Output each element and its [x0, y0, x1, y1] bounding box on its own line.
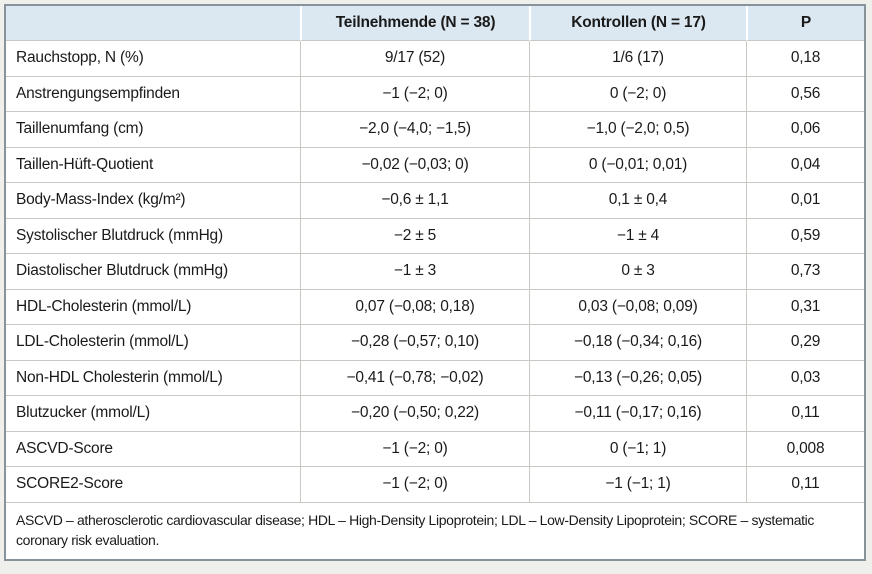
kontrollen-value: −0,18 (−0,34; 0,16)	[529, 325, 746, 361]
kontrollen-value: −1,0 (−2,0; 0,5)	[529, 112, 746, 148]
p-value: 0,04	[746, 147, 864, 183]
table-row: Anstrengungsempfinden −1 (−2; 0) 0 (−2; …	[6, 76, 864, 112]
p-value: 0,29	[746, 325, 864, 361]
kontrollen-value: 0 (−0,01; 0,01)	[529, 147, 746, 183]
table-row: Systolischer Blutdruck (mmHg) −2 ± 5 −1 …	[6, 218, 864, 254]
teilnehmende-value: −1 (−2; 0)	[300, 467, 529, 503]
p-value: 0,11	[746, 396, 864, 432]
row-label: Systolischer Blutdruck (mmHg)	[6, 218, 300, 254]
row-label: SCORE2-Score	[6, 467, 300, 503]
kontrollen-value: 0 ± 3	[529, 254, 746, 290]
header-row: Teilnehmende (N = 38) Kontrollen (N = 17…	[6, 6, 864, 41]
teilnehmende-value: −2,0 (−4,0; −1,5)	[300, 112, 529, 148]
footnote-row: ASCVD – atherosclerotic cardiovascular d…	[6, 502, 864, 560]
kontrollen-value: −1 (−1; 1)	[529, 467, 746, 503]
p-value: 0,73	[746, 254, 864, 290]
results-table: Teilnehmende (N = 38) Kontrollen (N = 17…	[4, 4, 866, 562]
header-teilnehmende: Teilnehmende (N = 38)	[300, 6, 529, 41]
kontrollen-value: −1 ± 4	[529, 218, 746, 254]
teilnehmende-value: −0,28 (−0,57; 0,10)	[300, 325, 529, 361]
row-label: Rauchstopp, N (%)	[6, 41, 300, 77]
table-row: Non-HDL Cholesterin (mmol/L) −0,41 (−0,7…	[6, 360, 864, 396]
table-row: SCORE2-Score −1 (−2; 0) −1 (−1; 1) 0,11	[6, 467, 864, 503]
table-footer: ASCVD – atherosclerotic cardiovascular d…	[6, 502, 864, 560]
table-row: LDL-Cholesterin (mmol/L) −0,28 (−0,57; 0…	[6, 325, 864, 361]
kontrollen-value: −0,11 (−0,17; 0,16)	[529, 396, 746, 432]
kontrollen-value: 0,1 ± 0,4	[529, 183, 746, 219]
results-table-container: Teilnehmende (N = 38) Kontrollen (N = 17…	[4, 4, 866, 562]
kontrollen-value: 1/6 (17)	[529, 41, 746, 77]
table-row: Body-Mass-Index (kg/m²) −0,6 ± 1,1 0,1 ±…	[6, 183, 864, 219]
teilnehmende-value: −0,41 (−0,78; −0,02)	[300, 360, 529, 396]
teilnehmende-value: 9/17 (52)	[300, 41, 529, 77]
p-value: 0,06	[746, 112, 864, 148]
table-row: HDL-Cholesterin (mmol/L) 0,07 (−0,08; 0,…	[6, 289, 864, 325]
row-label: Diastolischer Blutdruck (mmHg)	[6, 254, 300, 290]
teilnehmende-value: 0,07 (−0,08; 0,18)	[300, 289, 529, 325]
kontrollen-value: −0,13 (−0,26; 0,05)	[529, 360, 746, 396]
header-kontrollen: Kontrollen (N = 17)	[529, 6, 746, 41]
p-value: 0,18	[746, 41, 864, 77]
kontrollen-value: 0 (−2; 0)	[529, 76, 746, 112]
teilnehmende-value: −1 (−2; 0)	[300, 431, 529, 467]
table-row: Taillen-Hüft-Quotient −0,02 (−0,03; 0) 0…	[6, 147, 864, 183]
teilnehmende-value: −0,20 (−0,50; 0,22)	[300, 396, 529, 432]
p-value: 0,03	[746, 360, 864, 396]
row-label: Anstrengungsempfinden	[6, 76, 300, 112]
row-label: Body-Mass-Index (kg/m²)	[6, 183, 300, 219]
kontrollen-value: 0 (−1; 1)	[529, 431, 746, 467]
table-row: Rauchstopp, N (%) 9/17 (52) 1/6 (17) 0,1…	[6, 41, 864, 77]
p-value: 0,11	[746, 467, 864, 503]
header-p-value: P	[746, 6, 864, 41]
table-row: Taillenumfang (cm) −2,0 (−4,0; −1,5) −1,…	[6, 112, 864, 148]
table-row: ASCVD-Score −1 (−2; 0) 0 (−1; 1) 0,008	[6, 431, 864, 467]
row-label: Taillenumfang (cm)	[6, 112, 300, 148]
row-label: Non-HDL Cholesterin (mmol/L)	[6, 360, 300, 396]
teilnehmende-value: −0,02 (−0,03; 0)	[300, 147, 529, 183]
footnote: ASCVD – atherosclerotic cardiovascular d…	[6, 502, 864, 560]
teilnehmende-value: −1 ± 3	[300, 254, 529, 290]
table-body: Rauchstopp, N (%) 9/17 (52) 1/6 (17) 0,1…	[6, 41, 864, 503]
teilnehmende-value: −2 ± 5	[300, 218, 529, 254]
teilnehmende-value: −1 (−2; 0)	[300, 76, 529, 112]
row-label: HDL-Cholesterin (mmol/L)	[6, 289, 300, 325]
table-row: Diastolischer Blutdruck (mmHg) −1 ± 3 0 …	[6, 254, 864, 290]
p-value: 0,008	[746, 431, 864, 467]
row-label: Taillen-Hüft-Quotient	[6, 147, 300, 183]
p-value: 0,59	[746, 218, 864, 254]
p-value: 0,01	[746, 183, 864, 219]
row-label: ASCVD-Score	[6, 431, 300, 467]
table-header: Teilnehmende (N = 38) Kontrollen (N = 17…	[6, 6, 864, 41]
row-label: Blutzucker (mmol/L)	[6, 396, 300, 432]
p-value: 0,56	[746, 76, 864, 112]
kontrollen-value: 0,03 (−0,08; 0,09)	[529, 289, 746, 325]
teilnehmende-value: −0,6 ± 1,1	[300, 183, 529, 219]
p-value: 0,31	[746, 289, 864, 325]
row-label: LDL-Cholesterin (mmol/L)	[6, 325, 300, 361]
header-empty-cell	[6, 6, 300, 41]
table-row: Blutzucker (mmol/L) −0,20 (−0,50; 0,22) …	[6, 396, 864, 432]
